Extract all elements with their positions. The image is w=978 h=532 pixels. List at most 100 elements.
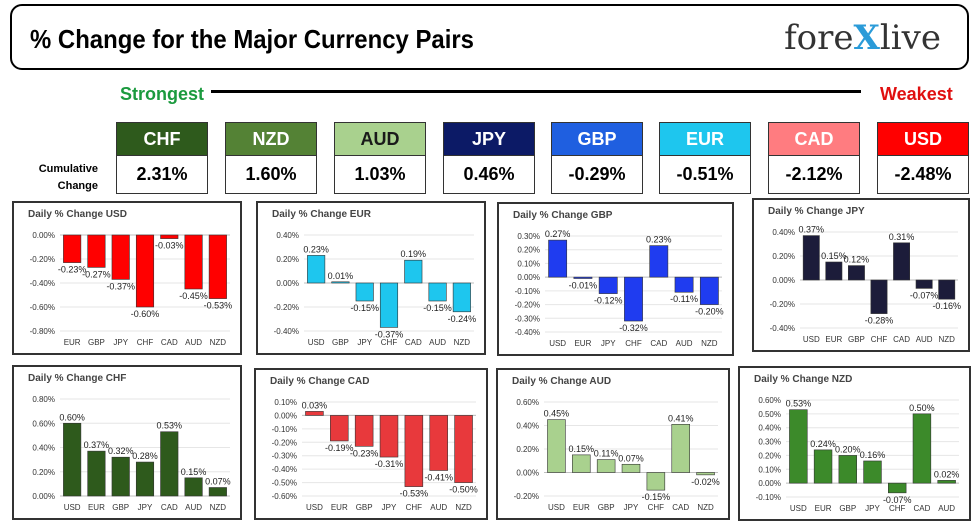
logo-text-left: fore <box>784 18 854 58</box>
forexlive-logo: foreXlive <box>784 18 941 58</box>
bar-gbp <box>596 459 616 473</box>
currency-code: CHF <box>116 122 208 156</box>
x-category-label: CAD <box>913 504 930 513</box>
data-label: 0.41% <box>668 413 694 423</box>
logo-x-icon: X <box>853 18 880 58</box>
currency-cumulative-value: 0.46% <box>443 156 535 194</box>
data-label: -0.02% <box>691 477 720 487</box>
x-category-label: NZD <box>938 335 955 344</box>
data-label: 0.15% <box>569 444 595 454</box>
bar-chf <box>379 282 399 328</box>
y-tick-label: 0.50% <box>758 410 781 419</box>
y-tick-label: -0.20% <box>272 438 297 447</box>
x-category-label: CHF <box>889 504 906 513</box>
y-tick-label: -0.40% <box>30 279 55 288</box>
y-tick-label: 0.20% <box>517 246 540 255</box>
data-label: -0.32% <box>619 323 648 333</box>
header-box: % Change for the Major Currency Pairs fo… <box>10 4 969 70</box>
currency-cumulative-value: 1.03% <box>334 156 426 194</box>
x-category-label: CAD <box>650 339 667 348</box>
x-category-label: GBP <box>839 504 856 513</box>
data-label: 0.07% <box>618 453 644 463</box>
x-category-label: AUD <box>185 503 202 512</box>
data-label: 0.11% <box>594 449 619 459</box>
bar-eur <box>573 276 593 279</box>
data-label: -0.12% <box>594 296 623 306</box>
data-label: -0.60% <box>131 309 160 319</box>
bar-jpy <box>111 234 130 280</box>
data-label: -0.28% <box>865 316 894 326</box>
bar-chf <box>646 472 666 491</box>
y-tick-label: -0.50% <box>272 479 297 488</box>
data-label: 0.03% <box>302 400 328 410</box>
x-category-label: GBP <box>112 503 129 512</box>
currency-card-eur: EUR -0.51% <box>659 122 751 194</box>
currency-cumulative-value: -0.29% <box>551 156 643 194</box>
chart-svg: Daily % Change GBP 0.30% 0.20% 0.10% 0.00% -0… <box>513 210 724 348</box>
data-label: -0.15% <box>642 492 671 502</box>
currency-card-jpy: JPY 0.46% <box>443 122 535 194</box>
bar-cad <box>671 424 690 473</box>
data-label: 0.27% <box>545 229 571 239</box>
x-category-label: JPY <box>138 503 153 512</box>
x-category-label: CHF <box>406 503 423 512</box>
bar-aud <box>184 477 203 497</box>
data-label: 0.07% <box>205 477 231 487</box>
y-tick-label: -0.20% <box>30 255 55 264</box>
currency-cumulative-value: -2.12% <box>768 156 860 194</box>
x-category-label: USD <box>548 503 565 512</box>
y-tick-label: 0.80% <box>32 395 55 404</box>
weakest-label: Weakest <box>880 84 953 104</box>
bar-cad <box>160 431 179 497</box>
chart-title: Daily % Change NZD <box>754 374 852 385</box>
currency-code: AUD <box>334 122 426 156</box>
data-label: 0.20% <box>835 444 861 454</box>
bar-cad <box>893 242 910 281</box>
data-label: -0.07% <box>910 290 939 300</box>
data-label: 0.16% <box>860 450 886 460</box>
chart-svg: Daily % Change CAD 0.10% 0.00% -0.10% -0.20%… <box>270 376 478 512</box>
y-tick-label: -0.20% <box>515 301 540 310</box>
y-tick-label: 0.10% <box>517 259 540 268</box>
currency-card-usd: USD -2.48% <box>877 122 969 194</box>
currency-cumulative-value: 2.31% <box>116 156 208 194</box>
bar-gbp <box>354 415 374 447</box>
daily-change-chart-nzd: Daily % Change NZD 0.60% 0.50% 0.40% 0.30% 0.… <box>738 366 971 521</box>
x-category-label: NZD <box>455 503 472 512</box>
chart-svg: Daily % Change JPY 0.40% 0.20% 0.00% -0.20% -… <box>768 206 961 344</box>
data-label: 0.32% <box>108 446 134 456</box>
x-category-label: EUR <box>64 338 81 347</box>
x-category-label: NZD <box>701 339 718 348</box>
y-tick-label: -0.60% <box>30 303 55 312</box>
x-category-label: AUD <box>429 338 446 347</box>
bar-gbp <box>331 281 350 284</box>
daily-change-chart-jpy: Daily % Change JPY 0.40% 0.20% 0.00% -0.20% -… <box>752 198 970 352</box>
x-category-label: EUR <box>88 503 105 512</box>
x-category-label: USD <box>549 339 566 348</box>
x-category-label: GBP <box>88 338 105 347</box>
chart-title: Daily % Change CHF <box>28 373 126 384</box>
bar-eur <box>572 454 591 473</box>
chart-title: Daily % Change AUD <box>512 376 611 387</box>
bar-nzd <box>452 282 471 313</box>
x-category-label: USD <box>306 503 323 512</box>
currency-cumulative-value: -2.48% <box>877 156 969 194</box>
strongest-label: Strongest <box>120 84 205 104</box>
x-category-label: CAD <box>405 338 422 347</box>
cumulative-label-line2: Change <box>57 180 98 192</box>
data-label: -0.19% <box>325 443 354 453</box>
bar-aud <box>184 234 203 290</box>
chart-title: Daily % Change USD <box>28 209 127 220</box>
y-tick-label: 0.20% <box>772 252 795 261</box>
y-tick-label: 0.00% <box>276 279 299 288</box>
x-category-label: EUR <box>574 339 591 348</box>
x-category-label: AUD <box>430 503 447 512</box>
x-category-label: CHF <box>381 338 398 347</box>
bar-chf <box>624 276 643 322</box>
bar-nzd <box>938 279 956 300</box>
data-label: 0.28% <box>132 451 158 461</box>
data-label: -0.24% <box>448 314 477 324</box>
data-label: 0.01% <box>328 271 354 281</box>
daily-change-chart-cad: Daily % Change CAD 0.10% 0.00% -0.10% -0.20%… <box>254 368 488 520</box>
currency-code: NZD <box>225 122 317 156</box>
